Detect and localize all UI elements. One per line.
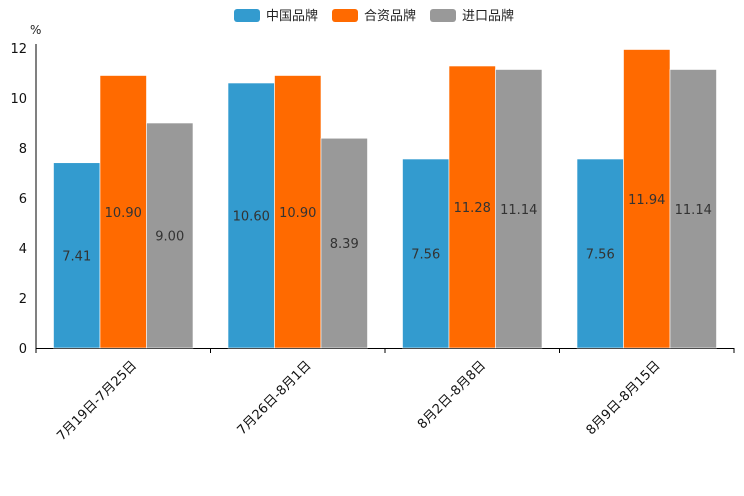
legend-swatch <box>332 9 358 22</box>
y-tick-label: 8 <box>19 142 27 157</box>
y-unit-label: % <box>30 23 41 37</box>
bar-2 <box>448 65 496 349</box>
legend-label: 进口品牌 <box>462 8 514 24</box>
bar-value-label: 10.90 <box>279 206 316 221</box>
y-tick-label: 2 <box>19 292 27 307</box>
y-tick-label: 0 <box>19 342 27 357</box>
bars <box>53 49 717 349</box>
x-tick-label: 8月2日-8月8日 <box>415 358 489 432</box>
x-tick-label: 8月9日-8月15日 <box>584 358 664 438</box>
bar-value-label: 10.90 <box>105 206 142 221</box>
bar-value-label: 7.41 <box>62 249 91 264</box>
bar-value-label: 10.60 <box>233 210 270 225</box>
bar-2 <box>623 49 671 349</box>
bar-value-label: 7.56 <box>586 248 615 263</box>
x-axis: 7月19日-7月25日 7月26日-8月1日 8月2日-8月8日 8月9日-8月15日 <box>35 348 735 444</box>
bar-3 <box>320 137 368 349</box>
bar-3 <box>495 69 543 349</box>
y-tick-label: 4 <box>19 242 27 257</box>
legend-swatch <box>234 9 260 22</box>
bar-1 <box>402 158 450 349</box>
bar-value-label: 11.14 <box>500 203 537 218</box>
bar-1 <box>227 82 275 349</box>
y-tick-label: 10 <box>10 92 27 107</box>
bar-value-label: 11.28 <box>454 201 491 216</box>
bar-1 <box>576 158 624 349</box>
bar-1 <box>53 162 101 349</box>
bar-2 <box>274 75 322 349</box>
y-axis: 0 2 4 6 8 10 12 <box>10 42 37 357</box>
bar-value-label: 11.94 <box>628 193 665 208</box>
bar-value-label: 8.39 <box>330 237 359 252</box>
legend-label: 合资品牌 <box>364 8 416 24</box>
y-tick-label: 12 <box>10 42 27 57</box>
legend-swatch <box>430 9 456 22</box>
bar-3 <box>146 122 194 349</box>
y-tick-label: 6 <box>19 192 27 207</box>
x-tick-label: 7月19日-7月25日 <box>54 358 140 444</box>
x-tick-label: 7月26日-8月1日 <box>235 358 315 438</box>
bar-3 <box>669 69 717 349</box>
bar-value-label: 11.14 <box>675 203 712 218</box>
bar-value-label: 7.56 <box>411 248 440 263</box>
bar-value-label: 9.00 <box>155 230 184 245</box>
legend: 中国品牌 合资品牌 进口品牌 <box>234 8 514 24</box>
legend-label: 中国品牌 <box>266 8 318 24</box>
bar-labels: 7.41 10.90 9.00 10.60 10.90 8.39 7.56 11.28 11.1… <box>62 193 712 265</box>
bar-2 <box>99 75 147 349</box>
